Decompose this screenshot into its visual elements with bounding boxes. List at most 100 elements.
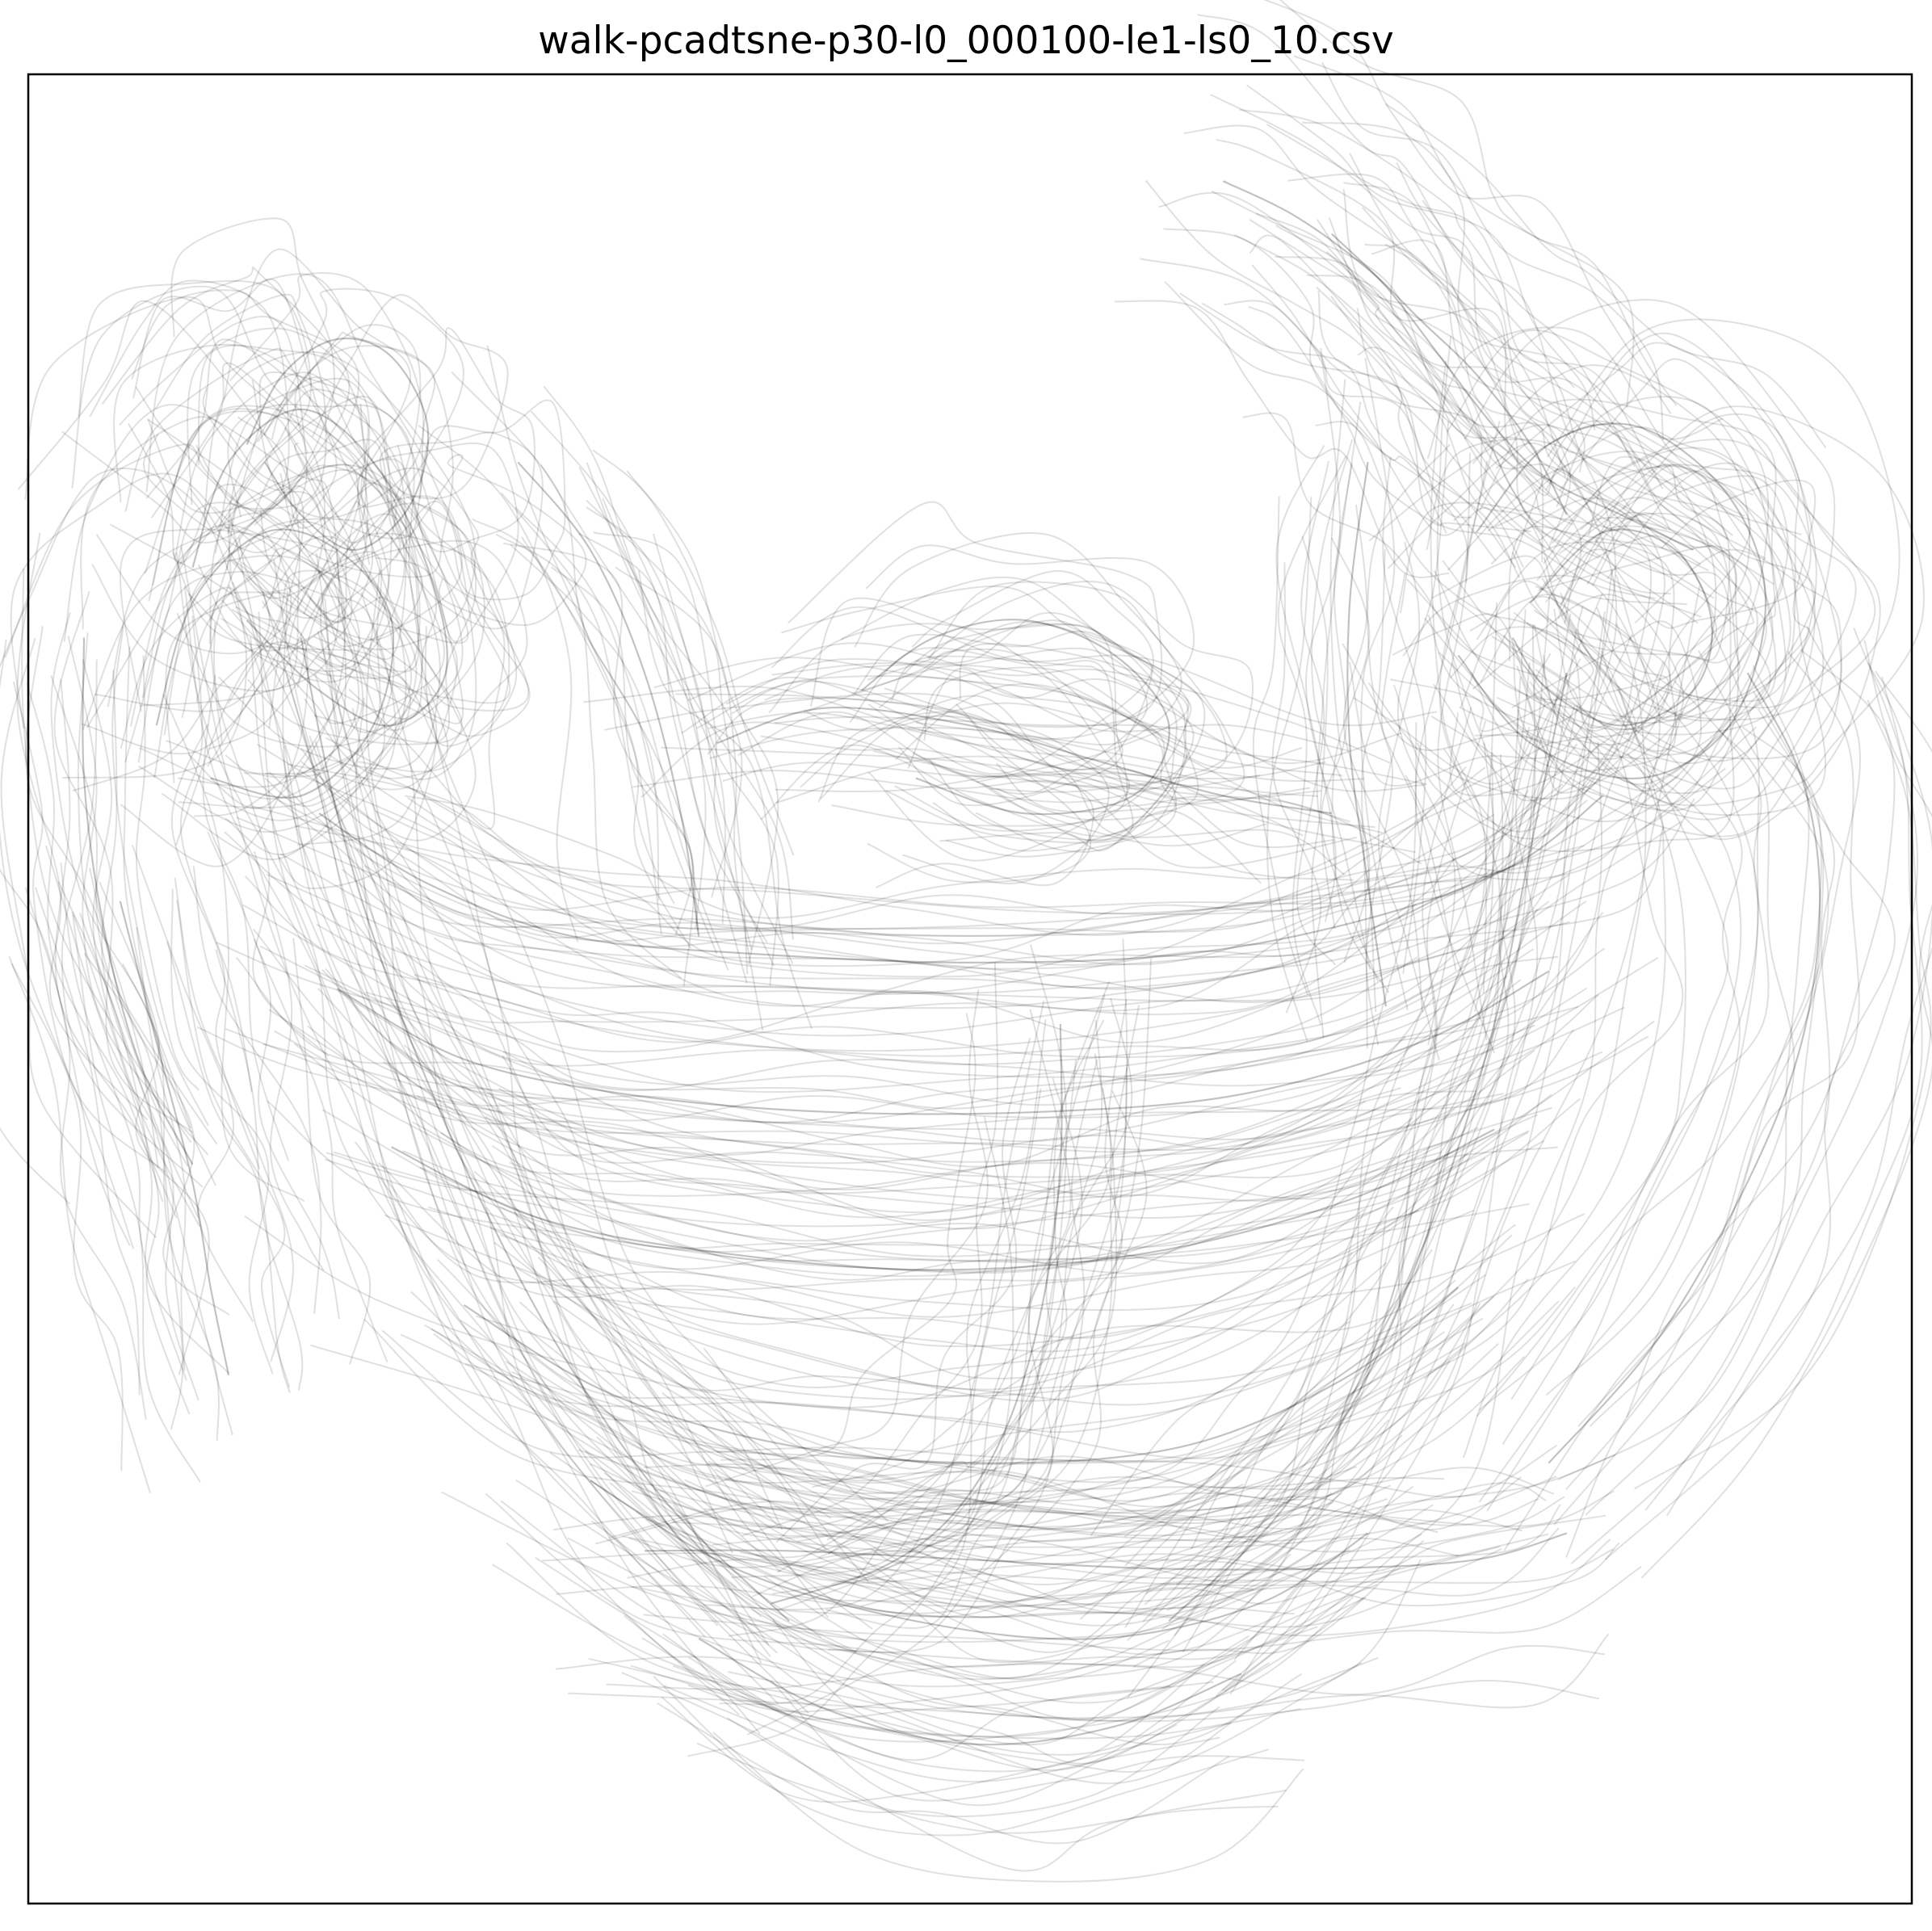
trajectory-line xyxy=(606,1644,1606,1696)
trajectory-line xyxy=(1306,274,1715,599)
trajectory-line xyxy=(1362,207,1733,536)
trajectory-line xyxy=(519,1279,1456,1482)
trajectory-line xyxy=(407,775,1595,937)
trajectory-line xyxy=(300,743,1578,911)
trajectory-line xyxy=(1422,199,1766,560)
trajectory-line xyxy=(502,542,694,935)
trajectory-line xyxy=(1533,358,1876,795)
trajectory-line xyxy=(263,288,464,544)
trajectory-line xyxy=(360,592,783,1530)
trajectory-line xyxy=(500,1209,1419,1379)
trajectory-line xyxy=(627,1514,1606,1590)
trajectory-line xyxy=(500,1500,1292,1688)
trajectory-line xyxy=(1166,705,1576,1611)
trajectory-line xyxy=(1570,760,1896,1565)
trajectory-line xyxy=(225,743,1600,966)
trajectory-line xyxy=(253,938,388,1363)
trajectory-line xyxy=(555,1633,1610,1719)
trajectory-line xyxy=(800,1059,1077,1568)
trajectory-line xyxy=(137,570,397,856)
trajectory-line xyxy=(246,338,430,552)
trajectory-line xyxy=(1456,342,1817,762)
trajectory-line xyxy=(716,1444,1558,1498)
trajectory-line xyxy=(498,1102,1455,1219)
trajectory-line xyxy=(1414,460,1496,1054)
trajectory-line xyxy=(275,502,477,744)
trajectory-line xyxy=(333,1140,1449,1274)
trajectory-line xyxy=(412,1117,1413,1264)
trajectory-line xyxy=(1124,662,1531,1538)
trajectory-line xyxy=(1197,14,1575,388)
trajectory-line xyxy=(1361,549,1386,1049)
trajectory-line xyxy=(1328,217,1668,531)
trajectory-line xyxy=(324,598,780,1528)
trajectory-line xyxy=(1210,94,1586,472)
trajectory-line xyxy=(122,963,220,1441)
trajectory-line xyxy=(363,1318,1466,1528)
trajectory-line xyxy=(1330,537,1390,993)
trajectory-line xyxy=(592,449,795,856)
trajectory-line xyxy=(1433,497,1767,823)
trajectory-line xyxy=(60,863,187,1382)
trajectory-line xyxy=(1511,455,1785,664)
trajectory-line xyxy=(257,331,436,539)
trajectory-line xyxy=(631,1490,1539,1530)
trajectory-line xyxy=(552,1300,1472,1460)
trajectory-line xyxy=(1357,346,1671,595)
trajectory-line xyxy=(485,1207,1365,1353)
trajectory-line xyxy=(1166,613,1572,1564)
trajectory-line xyxy=(407,796,1538,948)
trajectory-line xyxy=(1277,455,1347,1026)
trajectory-line xyxy=(1396,421,1456,1046)
trajectory-line xyxy=(165,591,411,821)
trajectory-line xyxy=(50,675,189,1167)
trajectory-line xyxy=(854,532,1182,746)
trajectory-line xyxy=(285,674,809,1715)
trajectory-line xyxy=(463,1287,1460,1464)
trajectory-line xyxy=(861,619,1170,816)
trajectory-line xyxy=(254,850,325,1271)
trajectory-line xyxy=(309,735,770,1646)
trajectory-line xyxy=(1615,479,1816,701)
trajectory-line xyxy=(1449,580,1631,797)
trajectory-line xyxy=(663,1685,1220,1783)
trajectory-line xyxy=(341,868,1491,990)
trajectory-line xyxy=(586,462,794,940)
trajectory-line xyxy=(294,1020,1655,1200)
trajectory-line xyxy=(1164,280,1469,584)
trajectory-line xyxy=(203,351,477,651)
trajectory-line xyxy=(1438,623,1647,1351)
trajectory-line xyxy=(124,347,390,683)
trajectory-line xyxy=(1559,470,1816,709)
trajectory-line xyxy=(1302,121,1724,440)
chart-title: walk-pcadtsne-p30-l0_000100-le1-ls0_10.c… xyxy=(538,19,1394,63)
trajectory-line xyxy=(1533,511,1758,752)
trajectory-line xyxy=(1124,707,1472,1628)
trajectory-line xyxy=(321,1109,1538,1253)
trajectory-line xyxy=(728,1018,1047,1637)
trajectory-line xyxy=(720,1013,976,1461)
trajectory-line xyxy=(152,410,412,748)
trajectory-line xyxy=(227,569,477,842)
trajectory-line xyxy=(73,914,191,1415)
trajectory-line xyxy=(113,343,408,661)
trajectory-line xyxy=(630,1660,1237,1771)
trajectory-line xyxy=(396,736,873,1630)
trajectory-line xyxy=(1459,594,1671,760)
trajectory-line xyxy=(1182,569,1613,1653)
trajectory-line xyxy=(840,576,1206,788)
trajectory-line xyxy=(1382,456,1427,974)
trajectory-line xyxy=(1529,447,1827,816)
trajectory-line xyxy=(50,611,192,1129)
trajectory-line xyxy=(853,630,1186,844)
trajectory-line xyxy=(915,611,1190,783)
trajectory-line xyxy=(79,913,233,1436)
trajectory-line xyxy=(626,470,779,965)
trajectory-line xyxy=(1325,251,1701,565)
trajectory-line xyxy=(259,909,1538,1092)
trajectory-line xyxy=(237,439,401,619)
trajectory-line xyxy=(535,1556,1354,1743)
trajectory-line xyxy=(661,1696,1232,1803)
trajectory-line xyxy=(1406,364,1751,731)
trajectory-line xyxy=(593,531,775,967)
